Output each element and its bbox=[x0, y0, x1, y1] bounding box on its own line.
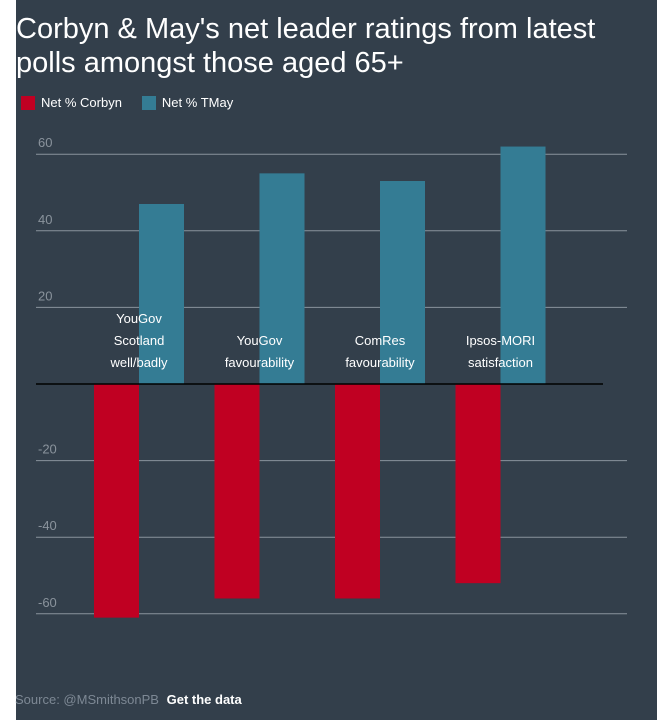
category-label: Scotland bbox=[114, 333, 165, 348]
legend-swatch-corbyn bbox=[21, 95, 35, 110]
legend-label-may: Net % TMay bbox=[161, 95, 234, 110]
bar-corbyn bbox=[335, 384, 380, 599]
category-label: ComRes bbox=[355, 333, 406, 348]
category-label: well/badly bbox=[109, 355, 168, 370]
chart-title: Corbyn & May's net leader ratings from l… bbox=[16, 13, 596, 79]
legend-label-corbyn: Net % Corbyn bbox=[41, 95, 122, 110]
category-label: satisfaction bbox=[468, 355, 533, 370]
legend-swatch-may bbox=[141, 95, 156, 110]
get-data-link[interactable]: Get the data bbox=[166, 692, 242, 707]
legend-item-corbyn[interactable]: Net % Corbyn bbox=[21, 95, 122, 110]
bar-may bbox=[500, 146, 546, 384]
y-tick-label: -20 bbox=[38, 442, 57, 457]
footer: Source: @MSmithsonPB Get the data bbox=[15, 692, 242, 707]
y-tick-label: -40 bbox=[38, 518, 57, 533]
category-label: favourability bbox=[345, 355, 415, 370]
bar-corbyn bbox=[214, 384, 260, 599]
category-label: YouGov bbox=[237, 333, 283, 348]
source-text: Source: @MSmithsonPB bbox=[15, 692, 159, 707]
y-tick-label: 60 bbox=[38, 135, 52, 150]
bar-chart: 60 40 20 -20 -40 -60 YouGov Scotland well/badly Y… bbox=[36, 135, 627, 618]
bar-corbyn bbox=[455, 384, 501, 584]
bar-may bbox=[139, 203, 184, 384]
category-label: Ipsos-MORI bbox=[466, 333, 535, 348]
legend-item-may[interactable]: Net % TMay bbox=[141, 95, 234, 110]
category-label: favourability bbox=[225, 355, 295, 370]
bar-may bbox=[259, 173, 305, 384]
bar-corbyn bbox=[94, 384, 139, 618]
bar-may bbox=[380, 181, 425, 384]
category-label: YouGov bbox=[116, 311, 162, 326]
y-tick-label: -60 bbox=[38, 595, 57, 610]
y-tick-label: 40 bbox=[38, 212, 52, 227]
legend: Net % Corbyn Net % TMay bbox=[21, 95, 233, 110]
y-tick-label: 20 bbox=[38, 288, 52, 303]
